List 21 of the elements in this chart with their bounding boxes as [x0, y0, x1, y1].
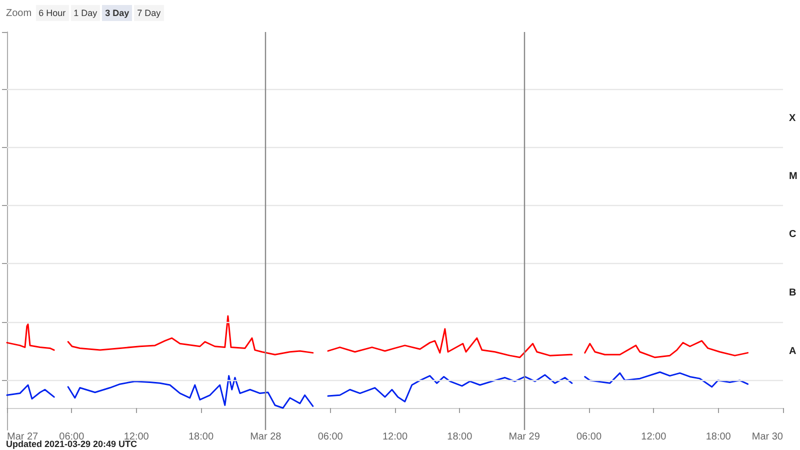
text: B	[789, 288, 796, 299]
text: X	[789, 113, 796, 124]
x-tick-label: 18:00	[188, 432, 214, 442]
text: A	[789, 346, 796, 357]
x-tick-label: Mar 30	[752, 432, 784, 442]
text: Zoom	[6, 8, 32, 18]
x-tick-label: 06:00	[318, 432, 344, 442]
text: Updated 2021-03-29 20:49 UTC	[6, 439, 138, 449]
zoom-button[interactable]: 6 Hour	[36, 5, 69, 21]
x-tick-label: 18:00	[706, 432, 732, 442]
x-tick-label: 12:00	[382, 432, 408, 442]
zoom-button[interactable]: 1 Day	[70, 5, 100, 21]
text: M	[789, 171, 798, 182]
text: C	[789, 229, 796, 240]
x-tick-label: Mar 28	[250, 432, 282, 442]
x-tick-label: Mar 29	[508, 432, 540, 442]
x-tick-label: 06:00	[576, 432, 602, 442]
x-tick-label: 18:00	[447, 432, 473, 442]
x-tick-label: 12:00	[641, 432, 667, 442]
zoom-button[interactable]: 7 Day	[134, 5, 164, 21]
zoom-button[interactable]: 3 Day	[102, 5, 132, 21]
